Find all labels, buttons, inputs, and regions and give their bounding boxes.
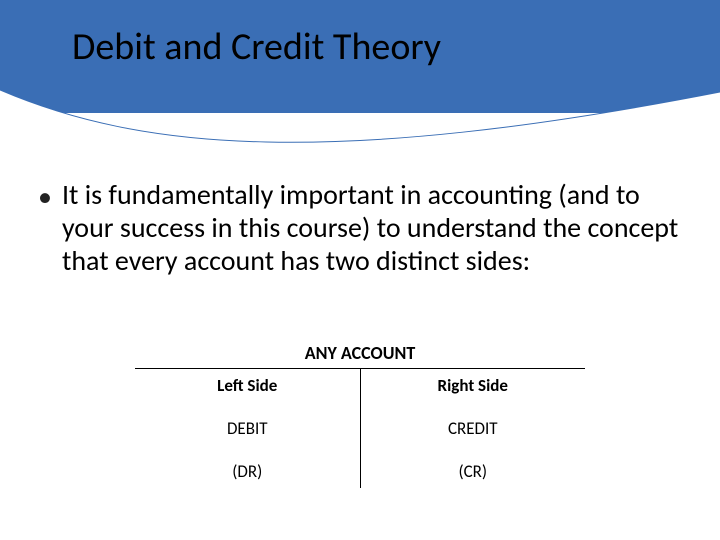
t-account-table: Left Side Right Side DEBIT CREDIT (DR) (… [135,368,585,488]
slide-title: Debit and Credit Theory [72,24,441,70]
table-row: (DR) (CR) [135,451,585,488]
t-left-dr: (DR) [135,451,360,488]
t-account: ANY ACCOUNT Left Side Right Side DEBIT C… [0,342,720,488]
t-left-debit: DEBIT [135,408,360,451]
bullet-text: It is fundamentally important in account… [62,178,686,277]
table-row: Left Side Right Side [135,369,585,409]
t-right-header: Right Side [360,369,585,409]
t-right-cr: (CR) [360,451,585,488]
bullet-marker: • [38,180,52,214]
table-row: DEBIT CREDIT [135,408,585,451]
t-left-header: Left Side [135,369,360,409]
t-account-title: ANY ACCOUNT [0,342,720,364]
bullet-item: • It is fundamentally important in accou… [38,178,686,277]
content-area: • It is fundamentally important in accou… [38,178,686,277]
t-right-credit: CREDIT [360,408,585,451]
header-band: Debit and Credit Theory [0,0,720,155]
